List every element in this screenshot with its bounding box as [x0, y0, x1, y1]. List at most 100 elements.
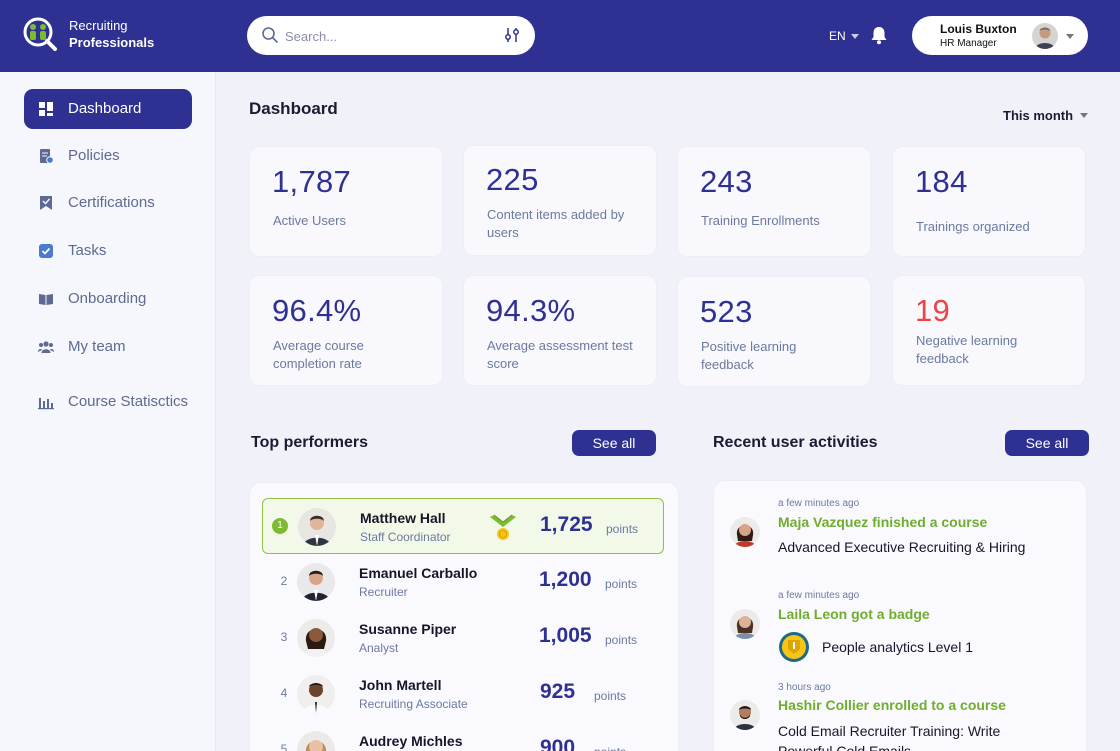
avatar [297, 731, 335, 751]
table-row[interactable]: 4 John Martell Recruiting Associate 925 … [262, 666, 664, 722]
sidebar-item-label: Certifications [68, 194, 155, 211]
table-row[interactable]: 5 Audrey Michles 900 points [262, 722, 664, 751]
avatar [730, 700, 760, 730]
stat-label: Negative learning feedback [916, 333, 1018, 366]
table-row[interactable]: 1 Matthew Hall Staff Coordinator 1,725 p… [262, 498, 664, 554]
bell-icon[interactable] [869, 25, 889, 45]
avatar [730, 517, 760, 547]
recent-activities-title: Recent user activities [713, 434, 878, 451]
performer-name: Emanuel Carballo [359, 565, 478, 581]
sidebar-item-label: Dashboard [68, 100, 142, 117]
task-icon [39, 244, 53, 258]
points-unit: points [605, 633, 638, 647]
recent-activities-panel: a few minutes ago Maja Vazquez finished … [713, 480, 1087, 751]
stat-value: 94.3% [486, 293, 576, 328]
table-row[interactable]: 2 Emanuel Carballo Recruiter 1,200 point… [262, 554, 664, 610]
activity-title: Maja Vazquez finished a course [778, 514, 988, 530]
bar-chart-icon [38, 398, 54, 410]
rank-badge: 1 [272, 518, 288, 534]
avatar [297, 563, 335, 601]
sidebar-item-label: My team [68, 338, 126, 355]
stat-card-trainings-organized: 184 Trainings organized [892, 146, 1086, 257]
performer-points: 1,725 [540, 513, 593, 536]
page-title: Dashboard [249, 99, 338, 118]
performer-name: Matthew Hall [360, 510, 446, 526]
stat-card-completion-rate: 96.4% Average course completion rate [249, 275, 443, 386]
top-performers-title: Top performers [251, 434, 369, 451]
sidebar-item-label: Course Statisctics [68, 393, 189, 410]
stat-card-assessment-score: 94.3% Average assessment test score [463, 275, 657, 386]
stat-card-negative-feedback: 19 Negative learning feedback [892, 275, 1086, 386]
activity-time: a few minutes ago [778, 498, 860, 509]
performer-points: 925 [540, 680, 576, 703]
avatar [1032, 23, 1058, 49]
book-icon [39, 294, 53, 305]
stat-label: Trainings organized [916, 219, 1030, 234]
activity-description: Cold Email Recruiter Training: Write Pow… [778, 723, 1001, 751]
team-icon [38, 341, 54, 353]
logo-icon[interactable] [22, 16, 58, 52]
sidebar-item-label: Onboarding [68, 290, 147, 307]
sidebar-item-tasks[interactable]: Tasks [24, 231, 192, 271]
sidebar-item-my-team[interactable]: My team [24, 327, 192, 367]
brand-name: Recruiting Professionals [69, 17, 154, 51]
stat-value: 523 [700, 294, 753, 329]
points-unit: points [606, 522, 639, 536]
stat-label: Positive learning feedback [701, 339, 797, 372]
performer-role: Analyst [359, 641, 399, 655]
performer-role: Recruiter [359, 585, 408, 599]
see-all-performers-button[interactable]: See all [572, 430, 656, 456]
chevron-down-icon[interactable] [851, 34, 859, 39]
activity-description: Advanced Executive Recruiting & Hiring [778, 539, 1026, 555]
rank-number: 3 [280, 630, 288, 644]
activity-title: Laila Leon got a badge [778, 606, 930, 622]
period-selector[interactable]: This month [1003, 108, 1074, 123]
activity-time: 3 hours ago [778, 682, 831, 693]
language-selector[interactable]: EN [829, 29, 846, 43]
sidebar-item-dashboard[interactable]: Dashboard [24, 89, 192, 129]
sidebar-item-onboarding[interactable]: Onboarding [24, 279, 192, 319]
stat-value: 243 [700, 164, 753, 199]
sidebar-item-course-statistics[interactable]: Course Statisctics [24, 382, 192, 422]
table-row[interactable]: 3 Susanne Piper Analyst 1,005 points [262, 610, 664, 666]
sidebar-item-label: Tasks [68, 242, 107, 259]
top-header: Recruiting Professionals EN Louis Buxton… [0, 0, 1120, 72]
top-performers-panel: 1 Matthew Hall Staff Coordinator 1,725 p… [249, 482, 679, 751]
rank-number: 4 [280, 686, 288, 700]
stat-value: 19 [915, 293, 951, 328]
stat-card-positive-feedback: 523 Positive learning feedback [677, 276, 871, 387]
user-role: HR Manager [940, 38, 997, 49]
brand-line-1: Recruiting [69, 18, 128, 33]
stat-card-active-users: 1,787 Active Users [249, 146, 443, 257]
chevron-down-icon[interactable] [1066, 34, 1074, 39]
rank-number: 5 [280, 742, 288, 751]
stat-label: Active Users [273, 213, 346, 228]
avatar [297, 619, 335, 657]
performer-name: Susanne Piper [359, 621, 457, 637]
filter-icon[interactable] [503, 26, 521, 44]
stat-value: 96.4% [272, 293, 362, 328]
stat-value: 1,787 [272, 164, 352, 199]
user-menu[interactable]: Louis Buxton HR Manager [912, 16, 1088, 55]
avatar [297, 675, 335, 713]
policy-icon [40, 149, 54, 164]
sidebar-item-certifications[interactable]: Certifications [24, 183, 192, 223]
avatar [298, 508, 336, 546]
sidebar-item-policies[interactable]: Policies [24, 136, 192, 176]
performer-name: Audrey Michles [359, 733, 463, 749]
dashboard-icon [39, 102, 53, 116]
stat-label: Training Enrollments [701, 213, 820, 228]
points-unit: points [594, 745, 626, 751]
stat-label: Average course completion rate [273, 338, 364, 371]
user-name: Louis Buxton [940, 22, 1017, 36]
search-bar [247, 16, 535, 55]
stat-label: Average assessment test score [487, 338, 633, 371]
search-input[interactable] [285, 26, 485, 46]
brand-line-2: Professionals [69, 35, 155, 50]
performer-role: Staff Coordinator [360, 530, 451, 544]
chevron-down-icon[interactable] [1080, 113, 1088, 118]
avatar [730, 609, 760, 639]
performer-points: 1,200 [539, 568, 592, 591]
stat-label: Content items added by users [487, 207, 625, 240]
see-all-activities-button[interactable]: See all [1005, 430, 1089, 456]
